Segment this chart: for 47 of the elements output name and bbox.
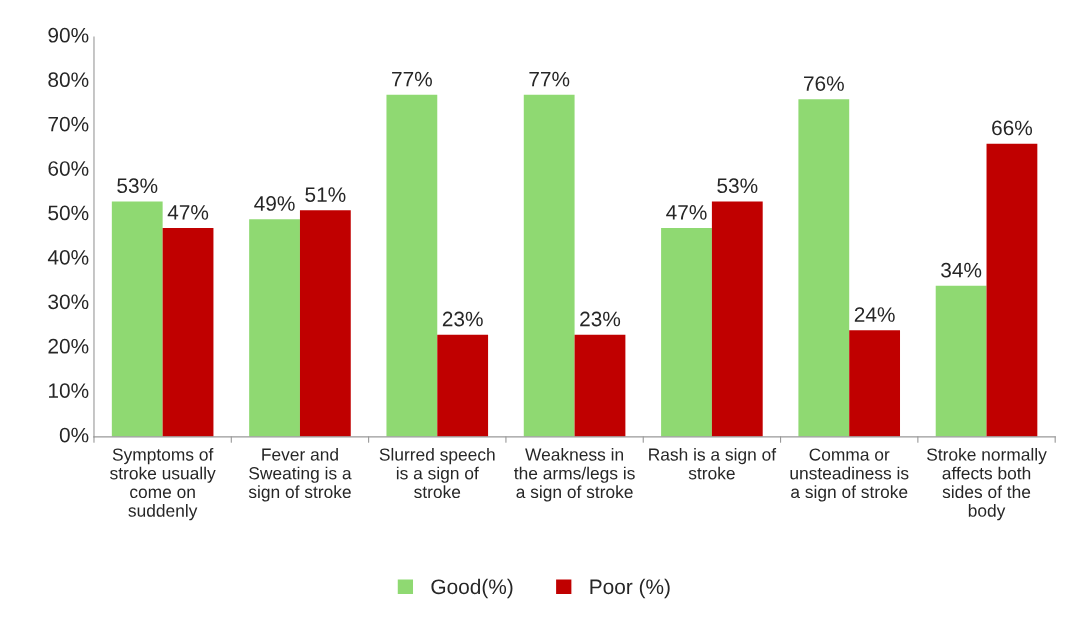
bar: [523, 94, 575, 437]
bar: [249, 219, 300, 437]
bar: [574, 334, 626, 437]
y-tick-label: 70%: [48, 116, 89, 132]
data-label: 34%: [941, 262, 982, 278]
y-tick-label: 90%: [48, 27, 89, 43]
data-label: 76%: [804, 76, 844, 91]
data-label: 53%: [117, 178, 158, 194]
y-tick-label: 10%: [49, 383, 89, 398]
bar: [798, 99, 850, 437]
y-tick-label: 30%: [48, 294, 89, 310]
x-tick-label: Weakness in the arms/legs is a sign of stroke: [514, 447, 635, 502]
bar: [437, 334, 489, 437]
data-label: 49%: [254, 196, 295, 211]
bar: [162, 228, 214, 437]
x-tick-label: Symptoms of stroke usually come on suddenly: [110, 447, 216, 521]
x-tick-label: Fever and Sweating is a sign of stroke: [248, 447, 352, 502]
data-label: 77%: [529, 71, 570, 87]
x-tick-label: Comma or unsteadiness is a sign of stroke: [790, 448, 909, 502]
y-tick-label: 60%: [48, 161, 89, 176]
data-label: 53%: [717, 178, 758, 194]
y-tick-label: 50%: [48, 205, 89, 221]
data-label: 23%: [442, 311, 483, 327]
data-label: 47%: [167, 205, 209, 220]
data-label: 24%: [854, 307, 895, 322]
y-tick-label: 40%: [47, 249, 89, 265]
data-label: 66%: [992, 120, 1033, 136]
legend-label: Good(%): [431, 578, 513, 599]
bar: [111, 201, 163, 437]
bar: [386, 94, 438, 437]
data-label: 51%: [305, 187, 346, 202]
x-tick-label: Rash is a sign of stroke: [649, 447, 777, 480]
bar: [299, 210, 351, 437]
data-label: 47%: [666, 205, 707, 220]
y-tick-label: 20%: [48, 338, 89, 354]
bar: [986, 143, 1038, 437]
bar: [661, 228, 712, 437]
bar: [935, 285, 987, 437]
bar: [849, 330, 901, 437]
y-tick-label: 80%: [48, 72, 89, 88]
legend-label: Poor (%): [590, 578, 670, 599]
y-tick-label: 0%: [59, 427, 89, 443]
x-tick-label: Stroke normally affects both sides of the body: [927, 447, 1047, 521]
data-label: 23%: [580, 311, 621, 327]
x-tick-label: Slurred speech is a sign of stroke: [379, 447, 495, 499]
data-label: 77%: [392, 71, 432, 87]
bar: [711, 201, 763, 437]
